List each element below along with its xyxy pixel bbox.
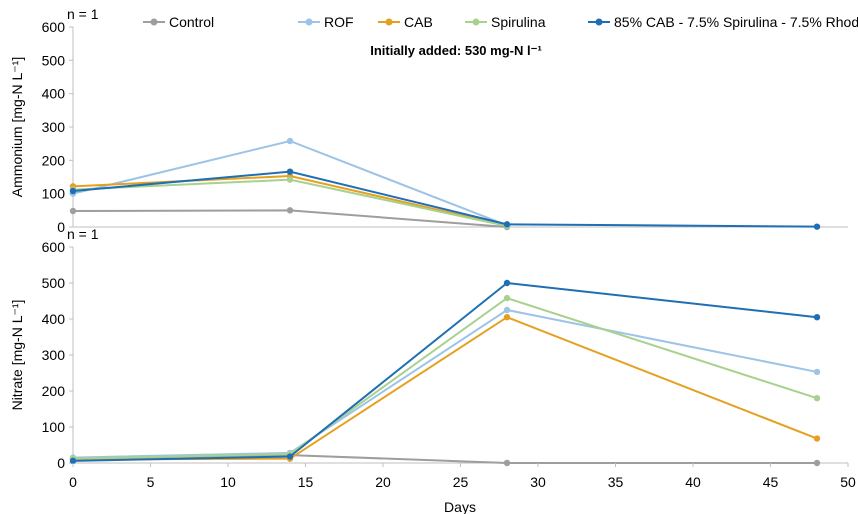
series-spirulina (69, 294, 821, 462)
legend-item-control: Control (143, 14, 214, 30)
y-tick-label: 400 (42, 311, 66, 327)
series-rof (69, 306, 821, 461)
data-point (69, 457, 77, 465)
series-line (72, 297, 818, 460)
data-point (69, 187, 77, 195)
legend-label: 85% CAB - 7.5% Spirulina - 7.5% Rhodobac… (614, 14, 858, 30)
legend-marker-swatch (595, 18, 603, 26)
legend-label: Control (169, 14, 214, 30)
y-tick-label: 600 (42, 19, 66, 35)
initial-addition-note: Initially added: 530 mg-N l⁻¹ (370, 43, 542, 58)
legend-item-cab: CAB (378, 14, 433, 30)
series-line (72, 316, 818, 461)
data-point (286, 207, 294, 214)
data-point (286, 137, 294, 145)
y-axis-title: Nitrate [mg-N L⁻¹] (9, 300, 25, 411)
data-point (813, 395, 821, 402)
x-axis-title: Days (444, 499, 476, 514)
x-tick-label: 30 (530, 474, 546, 490)
legend-marker-swatch (472, 18, 480, 26)
data-point (503, 459, 511, 467)
x-tick-label: 5 (147, 474, 155, 490)
data-point (286, 168, 294, 175)
x-tick-label: 10 (220, 474, 236, 490)
x-tick-label: 0 (69, 474, 77, 490)
data-point (813, 459, 821, 467)
data-point (286, 176, 294, 183)
x-tick-label: 35 (608, 474, 624, 490)
data-point (503, 306, 511, 314)
chart-legend: Control ROF CAB Spirulina 85% CAB - 7.5% Spi… (143, 14, 858, 30)
x-tick-label: 20 (375, 474, 391, 490)
data-point (813, 314, 821, 321)
y-tick-label: 400 (42, 86, 66, 102)
series-line (72, 281, 818, 462)
y-axis-title: Ammonium [mg-N L⁻¹] (9, 57, 25, 197)
y-tick-label: 300 (42, 347, 66, 363)
legend-label: ROF (324, 14, 354, 30)
data-point (503, 294, 511, 302)
legend-marker-swatch (385, 18, 393, 26)
legend-item-spirulina: Spirulina (465, 14, 546, 30)
series-line (72, 178, 508, 227)
y-tick-label: 500 (42, 52, 66, 68)
y-tick-label: 100 (42, 186, 66, 202)
y-tick-label: 200 (42, 383, 66, 399)
data-point (813, 435, 821, 442)
y-tick-label: 600 (42, 239, 66, 255)
series-85-cab-7-5-spirulina-7-5-rhodobacter-sp (69, 168, 821, 230)
x-tick-label: 50 (840, 474, 856, 490)
y-tick-label: 500 (42, 275, 66, 291)
y-tick-label: 200 (42, 152, 66, 168)
legend-label: Spirulina (491, 14, 546, 30)
legend-item-rof: ROF (298, 14, 354, 30)
data-point (813, 223, 821, 230)
legend-marker-swatch (150, 18, 158, 26)
ammonium-panel: 0 100 200 300 400 500 600 Ammonium [mg-N L⁻¹] n … (9, 6, 848, 235)
data-point (503, 314, 511, 321)
data-point (503, 279, 511, 287)
legend-label: CAB (404, 14, 433, 30)
sample-size-label: n = 1 (67, 6, 99, 22)
x-tick-label: 15 (298, 474, 314, 490)
y-tick-label: 0 (57, 455, 65, 471)
series-cab (69, 314, 821, 463)
data-point (286, 453, 294, 460)
series-line (72, 308, 818, 459)
data-point (813, 368, 821, 376)
data-point (503, 221, 511, 228)
y-tick-label: 100 (42, 419, 66, 435)
x-axis: 0 5 10 15 20 25 30 35 40 45 50 (69, 463, 856, 490)
legend-marker-swatch (305, 18, 313, 26)
sample-size-label: n = 1 (67, 226, 99, 242)
x-tick-label: 45 (763, 474, 779, 490)
x-tick-label: 25 (453, 474, 469, 490)
nitrate-panel: 0 100 200 300 400 500 600 Nitrate [mg-N L⁻¹] n =… (9, 226, 848, 471)
y-tick-label: 0 (57, 219, 65, 235)
series-line (72, 170, 818, 228)
data-point (69, 207, 77, 215)
legend-item-85-cab-7-5-spirulina-7-5-rhodobacter-sp: 85% CAB - 7.5% Spirulina - 7.5% Rhodobac… (588, 14, 858, 30)
series-85-cab-7-5-spirulina-7-5-rhodobacter-sp (69, 279, 821, 465)
x-tick-label: 40 (685, 474, 701, 490)
y-tick-label: 300 (42, 119, 66, 135)
